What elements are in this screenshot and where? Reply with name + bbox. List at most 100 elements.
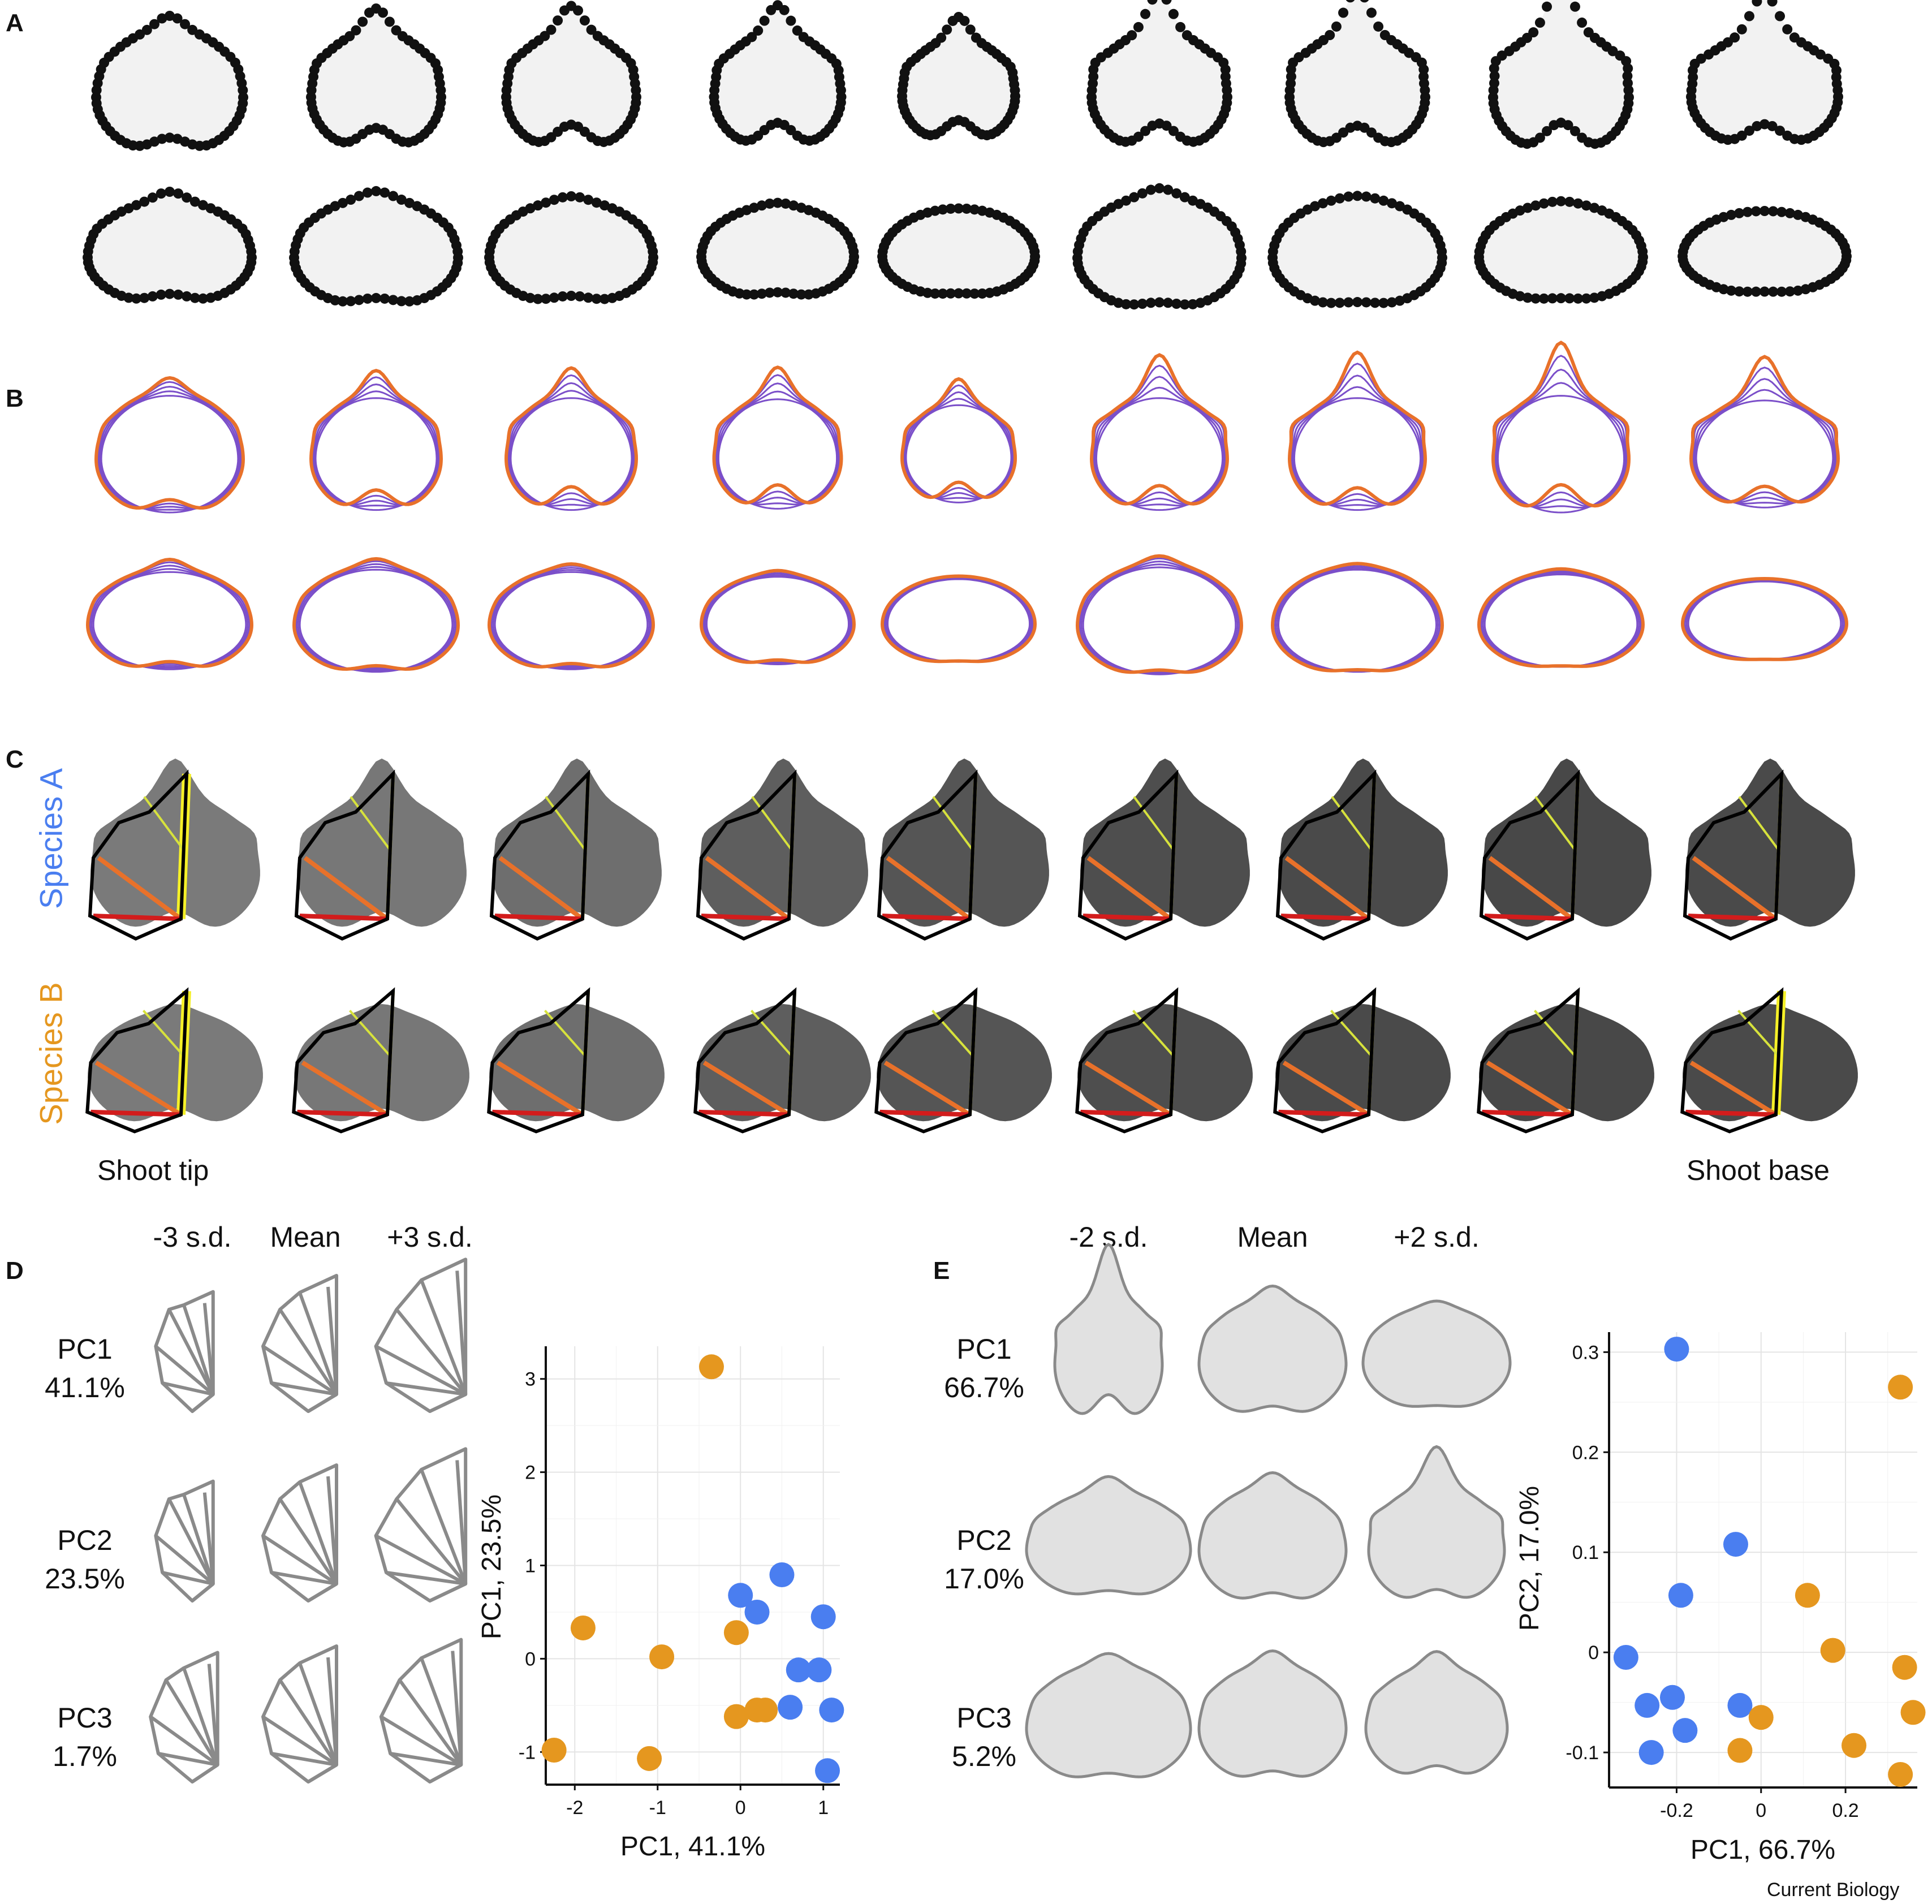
landmark-dot (786, 15, 796, 26)
data-point (728, 1583, 753, 1608)
landmark-dot (1744, 11, 1754, 21)
landmark-dot (1113, 199, 1124, 209)
leaf-outline-fill (1691, 0, 1838, 140)
distal-vein (883, 1061, 972, 1117)
fitted-harmonic-outline (1494, 368, 1628, 507)
lateral-vein (143, 1010, 185, 1057)
landmark-dot (1523, 203, 1533, 213)
landmark-dot (1133, 21, 1144, 32)
landmark-dot (380, 187, 390, 198)
landmark-dot (540, 31, 550, 41)
landmark-dot (1530, 200, 1541, 211)
landmark-dot (749, 289, 760, 300)
fitted-harmonic-outline (510, 397, 633, 511)
landmark-dot (1759, 119, 1770, 130)
landmark-dot (1343, 191, 1354, 202)
x-tick-label: 0 (735, 1797, 746, 1819)
data-point (1672, 1718, 1698, 1743)
landmark-dot (749, 203, 760, 213)
landmark-dot (182, 291, 192, 301)
distal-vein (1692, 856, 1778, 921)
shoot-tip-label: Shoot tip (97, 1155, 209, 1186)
panel-letter-c: C (6, 746, 24, 773)
leaf-image (88, 1004, 263, 1122)
fitted-harmonic-outline (704, 574, 851, 665)
fitted-harmonic-outline (1690, 367, 1839, 503)
fitted-harmonic-outline (98, 390, 241, 511)
d-pc2-name: PC2 (57, 1524, 113, 1556)
landmark-dot (131, 293, 142, 304)
x-tick-label: 0.2 (1832, 1800, 1858, 1821)
landmark-dot (1220, 64, 1231, 75)
vein-shape-midvein (326, 1657, 338, 1765)
fitted-harmonic-outline (1692, 378, 1837, 503)
vein-shape-midvein (202, 1492, 215, 1584)
leaf-image (877, 1004, 1052, 1122)
proximal-vein (1083, 914, 1171, 921)
landmark-dot (1792, 285, 1803, 296)
proximal-vein (1278, 1109, 1369, 1117)
mean-leaf-shape (1367, 1445, 1506, 1599)
vein-shape-vein (298, 1481, 338, 1585)
landmark-dot (1734, 208, 1745, 218)
landmark-dot (1730, 32, 1740, 43)
landmark-dot (1370, 298, 1381, 308)
panel-letter-b: B (6, 385, 24, 412)
landmark-dot (1542, 1, 1552, 12)
panel-letter-e: E (933, 1257, 950, 1285)
landmark-dot (961, 288, 972, 299)
fitted-harmonic-outline (313, 390, 439, 507)
landmark-dot (353, 295, 364, 305)
fitted-harmonic-outline (297, 566, 455, 671)
vein-shape-vein (262, 1715, 338, 1767)
landmark-dot (1564, 293, 1575, 304)
landmark-dot (165, 132, 175, 143)
landmark-dot (764, 287, 775, 298)
landmark-dot (954, 288, 964, 299)
landmark-dot (965, 24, 976, 35)
landmark-dot (1726, 285, 1737, 296)
data-point (698, 1354, 724, 1380)
vein-shape-vein (167, 1498, 215, 1585)
vein-shape-vein (420, 1657, 463, 1766)
panel-letter-a: A (6, 9, 24, 37)
landmark-dot (759, 15, 770, 26)
fitted-harmonic-outline (716, 390, 839, 506)
proximal-vein (90, 1109, 182, 1117)
e-pc2-pct: 17.0% (944, 1562, 1024, 1595)
landmark-dot (1623, 63, 1633, 74)
lateral-vein (1133, 796, 1175, 851)
data-point (1635, 1692, 1660, 1718)
data-point (1723, 1532, 1748, 1557)
landmark-dot (961, 203, 972, 214)
proximal-vein (1482, 1109, 1573, 1117)
vein-shape-midvein (455, 1270, 468, 1395)
landmark-dot (1140, 126, 1151, 136)
fitted-harmonic-outline (100, 395, 239, 514)
landmark-dot (1742, 286, 1753, 297)
d-pc1-pct: 41.1% (45, 1371, 125, 1403)
landmark-dot (346, 296, 356, 307)
vein-shape-vein (429, 1582, 467, 1603)
leaf-image (489, 1004, 665, 1122)
landmark-dot (1187, 299, 1198, 309)
proximal-vein (879, 1109, 971, 1117)
fitted-harmonic-outline (494, 571, 649, 670)
lateral-vein (143, 796, 185, 851)
fitted-harmonic-outline (904, 398, 1014, 500)
proximal-vein (492, 1109, 583, 1117)
leaf-outline-fill (701, 203, 854, 295)
data-point (1727, 1738, 1753, 1763)
landmark-dot (1325, 29, 1335, 40)
proximal-vein (1688, 914, 1776, 921)
landmark-dot (773, 287, 783, 298)
landmark-polygon (696, 769, 797, 941)
vein-shape-vein (158, 1752, 218, 1767)
landmark-dot (1523, 292, 1533, 303)
landmark-dot (1800, 284, 1811, 295)
landmark-dot (165, 11, 175, 21)
fitted-harmonic-outline (1497, 395, 1625, 514)
lateral-vein (1330, 1010, 1373, 1057)
landmark-dot (1137, 188, 1148, 199)
data-point (1664, 1337, 1689, 1362)
